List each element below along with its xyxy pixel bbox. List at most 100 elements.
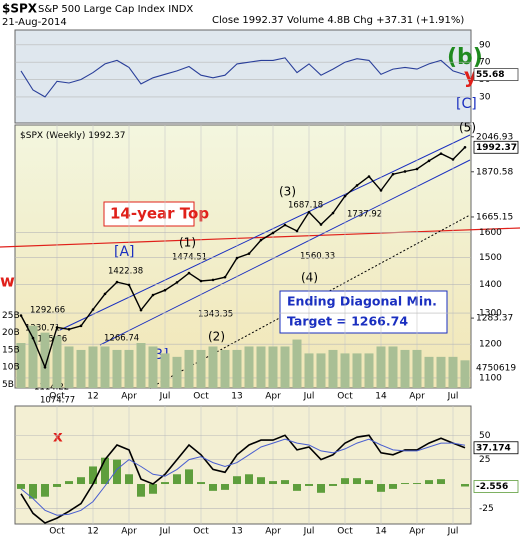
x-tick-label: Jul	[447, 392, 459, 402]
volume-bar	[268, 346, 278, 388]
volume-bar	[280, 346, 290, 388]
price-line	[20, 146, 466, 370]
x-tick-label: Apr	[409, 392, 425, 402]
volume-bar	[40, 332, 50, 388]
macd-line	[20, 438, 466, 516]
annotation: 14-year Top	[110, 205, 209, 223]
volume-bar	[76, 349, 86, 388]
y-tick-label: 90	[479, 40, 491, 50]
histogram-bar	[221, 484, 229, 490]
x-tick-label: Apr	[265, 392, 281, 402]
y-tick-label: 50	[479, 431, 491, 441]
wave-label: (b)	[447, 45, 483, 70]
price-label: 1266.74	[104, 334, 139, 344]
wave-label: (1)	[179, 236, 196, 250]
price-point	[163, 288, 167, 292]
price-point	[355, 184, 359, 187]
histogram-bar	[413, 483, 421, 485]
volume-bar	[340, 353, 350, 388]
volume-bar	[436, 356, 446, 388]
volume-bar	[448, 356, 458, 388]
x-tick-label: Oct	[193, 527, 209, 537]
price-point	[91, 308, 95, 311]
x-tick-label: 13	[231, 392, 242, 402]
histogram-bar	[281, 480, 289, 485]
price-point	[271, 231, 275, 235]
price-point	[247, 252, 251, 255]
value-box	[473, 480, 519, 493]
histogram-bar	[317, 484, 325, 493]
y-tick-label: 1500	[479, 253, 502, 263]
volume-bar	[232, 349, 242, 388]
macd-line	[20, 434, 466, 524]
histogram-bar	[113, 459, 121, 485]
histogram-bar	[149, 484, 157, 494]
y-tick-label: 30	[479, 92, 491, 102]
price-point	[19, 314, 23, 317]
price-point	[55, 326, 59, 329]
y-tick-label: 1200	[479, 340, 502, 350]
volume-bar	[148, 346, 158, 388]
rsi-line	[20, 57, 466, 98]
x-tick-label: Jul	[159, 527, 171, 537]
histogram-bar	[173, 474, 181, 485]
price-point	[391, 172, 395, 176]
volume-bar	[124, 349, 134, 388]
price-point	[403, 170, 407, 173]
price-label: 1687.18	[288, 201, 323, 211]
wave-label: (5)	[459, 121, 476, 135]
y-tick-label: -25	[479, 504, 494, 514]
price-point	[307, 210, 311, 214]
price-point	[319, 223, 323, 226]
histogram-bar	[89, 466, 97, 485]
x-tick-label: Apr	[121, 527, 137, 537]
trend-line	[99, 159, 471, 346]
histogram-bar	[137, 484, 145, 497]
x-tick-label: Apr	[121, 392, 137, 402]
price-point	[43, 365, 47, 369]
y-tick-label: 1400	[479, 280, 502, 290]
price-point	[427, 159, 431, 163]
histogram-bar	[401, 483, 409, 485]
volume-bar	[292, 339, 302, 388]
volume-bar	[244, 346, 254, 388]
index-name: S&P 500 Large Cap Index INDX	[38, 4, 193, 15]
price-point	[331, 211, 335, 215]
price-point	[379, 189, 383, 192]
y-tick-label: 1600	[479, 228, 502, 238]
volume-bar	[376, 346, 386, 388]
volume-bar	[64, 346, 74, 388]
histogram-bar	[101, 457, 109, 485]
value-label: 37.174	[476, 443, 511, 453]
marker-label: 1870.58	[476, 167, 513, 177]
price-point	[451, 158, 455, 161]
wave-label: (2)	[208, 330, 225, 344]
rsi-panel	[14, 29, 472, 124]
histogram-bar	[353, 478, 361, 485]
wave-label: w	[0, 272, 15, 291]
histogram-bar	[377, 484, 385, 492]
wave-label: (3)	[279, 185, 296, 199]
price-point	[127, 283, 131, 287]
volume-bar	[112, 349, 122, 388]
y-tick-label: 25	[479, 455, 490, 465]
x-tick-label: Oct	[49, 392, 65, 402]
volume-bar	[208, 346, 218, 388]
y-tick-label: 25B	[2, 311, 20, 321]
price-label: 1560.33	[300, 252, 335, 262]
volume-bar	[172, 356, 182, 388]
price-point	[283, 223, 287, 227]
histogram-bar	[17, 484, 25, 489]
annotation: Ending Diagonal Min.	[287, 294, 437, 309]
volume-bar	[16, 343, 26, 388]
histogram-bar	[185, 469, 193, 485]
price-point	[439, 152, 443, 155]
price-point	[223, 275, 227, 279]
date: 21-Aug-2014	[2, 17, 67, 28]
price-label: 1195.86	[32, 335, 67, 345]
last-close: 1992.37	[88, 131, 125, 141]
histogram-bar	[209, 484, 217, 491]
price-point	[103, 292, 107, 296]
marker-label: 1283.37	[476, 314, 513, 324]
volume-bar	[388, 346, 398, 388]
